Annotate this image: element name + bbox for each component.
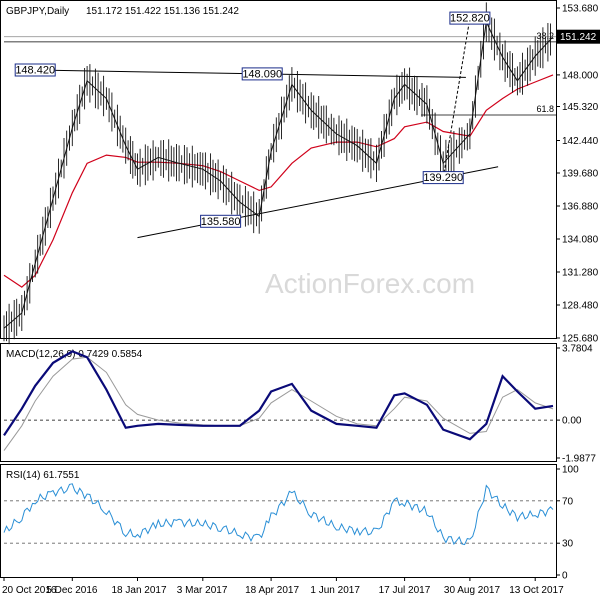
pivot-label: 139.290 xyxy=(422,171,464,185)
rsi-axis-label: 100 xyxy=(562,465,579,476)
x-axis-label: 18 Jan 2017 xyxy=(112,585,167,596)
ohlc-values: 151.172 151.422 151.136 151.242 xyxy=(86,6,239,17)
price-axis-label: 139.680 xyxy=(562,169,599,180)
x-axis-label: 3 Mar 2017 xyxy=(177,585,228,596)
pivot-label: 148.420 xyxy=(14,63,56,77)
price-axis-label: 125.680 xyxy=(562,334,599,345)
pivot-label: 152.820 xyxy=(449,11,491,25)
x-axis-label: 20 Oct 2016 xyxy=(2,585,57,596)
fib-swing-line xyxy=(442,18,471,178)
pivot-label-text: 152.820 xyxy=(450,13,490,25)
x-axis-label: 17 Jul 2017 xyxy=(379,585,431,596)
pivot-label: 148.090 xyxy=(241,67,283,81)
watermark: ActionForex.com xyxy=(265,268,475,299)
price-axis-label: 142.440 xyxy=(562,136,599,147)
fib-level-label: 38.2 xyxy=(536,31,554,41)
price-axis-label: 131.280 xyxy=(562,268,599,279)
price-axis-label: 148.000 xyxy=(562,70,599,81)
pivot-label-box xyxy=(14,63,56,77)
rsi-plot xyxy=(3,483,556,546)
x-axis-label: 30 Aug 2017 xyxy=(444,585,501,596)
price-axis-label: 136.880 xyxy=(562,202,599,213)
macd-title: MACD(12,26,9) 0.7429 0.5854 xyxy=(6,349,143,360)
x-axis-label: 13 Oct 2017 xyxy=(509,585,564,596)
price-plot: 38.2 61.8 148.420 148.090 135.580 139.290 152.… xyxy=(3,2,556,345)
pivot-label-box xyxy=(241,67,283,81)
fib-level-label: 61.8 xyxy=(536,104,554,114)
rsi-axis-label: 70 xyxy=(562,496,574,507)
rsi-panel-frame xyxy=(0,464,557,578)
symbol-label: GBPJPY,Daily xyxy=(6,6,69,17)
macd-panel-frame xyxy=(0,343,557,462)
macd-plot xyxy=(3,350,556,451)
pivot-label-text: 135.580 xyxy=(201,216,241,228)
macd-axis-label: 3.7804 xyxy=(562,344,593,355)
rsi-title: RSI(14) 61.7551 xyxy=(6,470,80,481)
current-price-tag xyxy=(557,29,600,44)
pivot-label-box xyxy=(200,214,242,228)
macd-axis-label: -1.9877 xyxy=(562,454,596,465)
x-axis-label: 5 Dec 2016 xyxy=(46,585,98,596)
rsi-axis-label: 30 xyxy=(562,539,574,550)
price-axis-label: 151.242 xyxy=(560,32,597,43)
price-axis-label: 145.320 xyxy=(562,102,599,113)
pivot-label: 135.580 xyxy=(200,214,242,228)
pivot-label-text: 139.290 xyxy=(423,172,463,184)
rsi-axis-label: 0 xyxy=(562,571,568,582)
price-axis-label: 153.680 xyxy=(562,4,599,15)
x-axis-label: 1 Jun 2017 xyxy=(310,585,360,596)
rsi-line xyxy=(3,483,554,546)
macd-line xyxy=(3,350,554,441)
pivot-label-box xyxy=(449,11,491,25)
price-axis-label: 134.080 xyxy=(562,235,599,246)
x-axis-label: 18 Apr 2017 xyxy=(245,585,299,596)
pivot-label-text: 148.090 xyxy=(242,68,282,80)
axes: 153.680 151.242 148.000 145.320 142.440 139.6… xyxy=(2,4,600,596)
pivot-label-text: 148.420 xyxy=(15,65,55,77)
price-axis-label: 128.480 xyxy=(562,301,599,312)
macd-axis-label: 0.00 xyxy=(562,416,582,427)
pivot-label-box xyxy=(422,171,464,185)
